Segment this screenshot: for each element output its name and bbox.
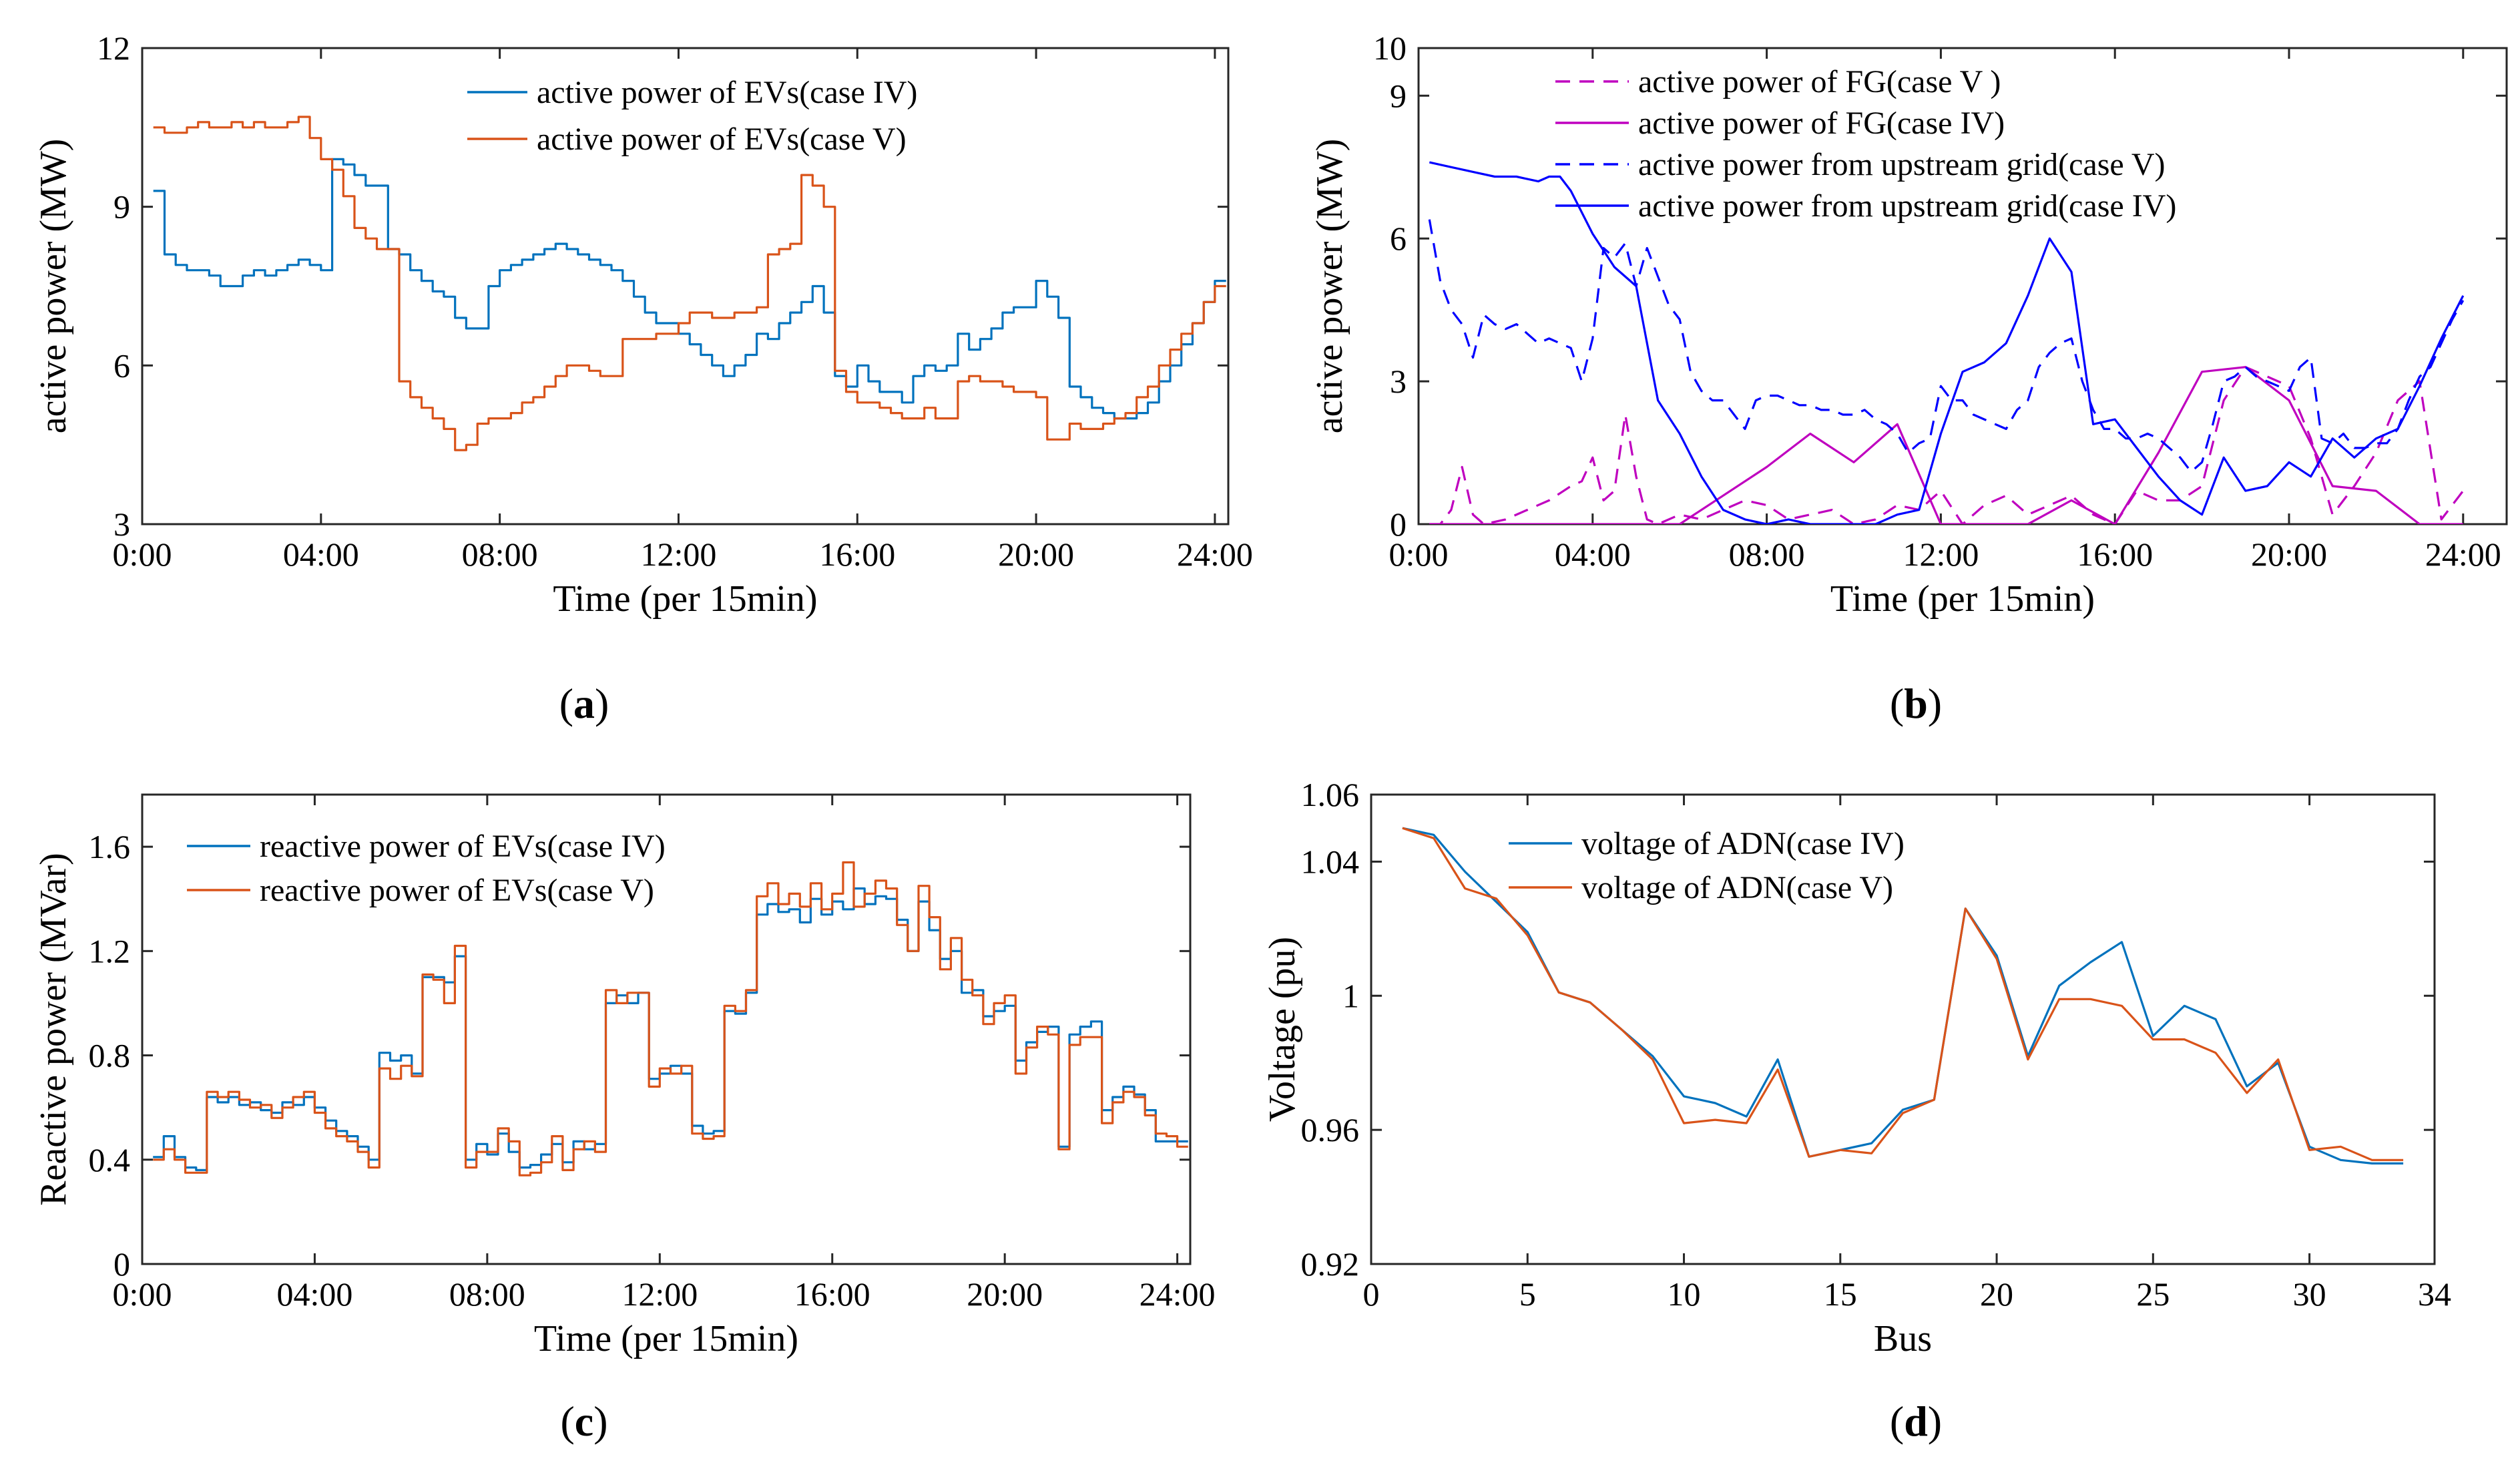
plot-area-a [141,47,1230,525]
x-tick-label: 30 [2293,1275,2326,1313]
x-axis-label: Time (per 15min) [1830,578,2095,620]
y-tick-label: 0 [1390,505,1407,543]
x-tick-label: 0:00 [113,536,172,573]
panel-label-a: (a) [559,680,609,727]
y-axis-label: active power (MW) [33,139,74,434]
y-tick-label: 9 [113,188,130,226]
x-tick-label: 04:00 [283,536,359,573]
x-tick-label: 24:00 [2425,536,2501,573]
chart-panel-b: 0:00 04:00 08:00 12:00 16:00 20:00 24:00 0 3 6 9 10… [1309,29,2508,727]
x-tick-label: 24:00 [1177,536,1253,573]
x-tick-label: 12:00 [641,536,717,573]
legend-label: active power from upstream grid(case V) [1638,147,2165,182]
x-tick-label: 16:00 [2077,536,2153,573]
y-axis-label: Reactive power (MVar) [33,853,74,1206]
series-line-b-3 [1429,161,2465,524]
chart-panel-a: 0:00 04:00 08:00 12:00 16:00 20:00 24:00 3 6 9 12 T… [33,29,1253,727]
x-axis-label: Bus [1874,1318,1932,1359]
y-tick-label: 10 [1373,29,1407,67]
y-tick-label: 1 [1342,977,1359,1014]
x-tick-label: 20 [1980,1275,2013,1313]
legend-label: voltage of ADN(case V) [1581,870,1893,905]
x-tick-label: 16:00 [819,536,895,573]
y-tick-label: 1.06 [1301,776,1360,813]
series-line-c-1 [153,861,1188,1177]
series-line-a-0 [153,158,1226,420]
y-tick-label: 1.04 [1301,843,1360,880]
legend-label: reactive power of EVs(case IV) [260,829,666,864]
y-tick-label: 0.4 [89,1141,131,1179]
y-tick-label: 12 [97,29,130,67]
x-tick-label: 24:00 [1140,1275,1216,1313]
x-tick-label: 20:00 [2251,536,2327,573]
y-tick-label: 3 [1390,363,1407,400]
series-line-c-0 [153,887,1188,1171]
y-tick-label: 3 [113,505,130,543]
legend-label: active power of FG(case IV) [1638,105,2005,141]
x-tick-label: 15 [1824,1275,1857,1313]
x-tick-label: 25 [2136,1275,2170,1313]
y-axis-label: Voltage (pu) [1262,937,1303,1122]
y-tick-label: 1.6 [89,828,131,865]
series-line-d-1 [1402,827,2404,1161]
legend-label: reactive power of EVs(case V) [260,873,654,908]
x-tick-label: 0:00 [113,1275,172,1313]
panel-label-d: (d) [1890,1398,1942,1445]
y-axis-label: active power (MW) [1309,139,1350,434]
chart-panel-c: 0:00 04:00 08:00 12:00 16:00 20:00 24:00 0 0.4 0.… [33,793,1216,1445]
x-tick-label: 0:00 [1389,536,1449,573]
series-line-a-1 [153,116,1226,451]
x-tick-label: 34 [2418,1275,2451,1313]
chart-panel-d: 0 5 10 15 20 25 30 34 0.92 0.96 1 1.04 1.06 Bus Voltag… [1262,776,2451,1445]
y-tick-label: 0 [113,1245,130,1283]
y-tick-label: 0.8 [89,1037,131,1074]
series-line-b-0 [1429,366,2465,524]
legend-label: active power of EVs(case V) [537,122,907,157]
series-line-b-2 [1428,219,2465,473]
x-axis-label: Time (per 15min) [553,578,817,620]
x-tick-label: 16:00 [794,1275,870,1313]
x-tick-label: 04:00 [276,1275,352,1313]
x-tick-label: 20:00 [967,1275,1043,1313]
legend-label: active power from upstream grid(case IV) [1638,188,2176,224]
legend-label: voltage of ADN(case IV) [1581,826,1905,861]
panel-label-c: (c) [560,1398,607,1445]
x-tick-label: 08:00 [462,536,538,573]
y-tick-label: 0.92 [1301,1245,1360,1283]
legend-label: active power of FG(case V ) [1638,64,2001,99]
x-tick-label: 04:00 [1555,536,1631,573]
legend-label: active power of EVs(case IV) [537,75,917,110]
panel-label-b: (b) [1890,680,1942,727]
y-tick-label: 6 [113,347,130,384]
x-tick-label: 5 [1519,1275,1536,1313]
x-tick-label: 0 [1363,1275,1380,1313]
y-tick-label: 0.96 [1301,1111,1360,1148]
x-axis-label: Time (per 15min) [534,1318,798,1359]
plot-area-d [1370,793,2436,1265]
x-tick-label: 10 [1668,1275,1701,1313]
series-line-b-1 [1429,366,2463,524]
x-tick-label: 08:00 [449,1275,525,1313]
y-tick-label: 6 [1390,220,1407,257]
y-tick-label: 1.2 [89,932,131,970]
x-tick-label: 12:00 [621,1275,698,1313]
y-tick-label: 9 [1390,77,1407,114]
x-tick-label: 12:00 [1903,536,1979,573]
plot-area-c [141,793,1192,1265]
x-tick-label: 20:00 [998,536,1074,573]
x-tick-label: 08:00 [1729,536,1805,573]
